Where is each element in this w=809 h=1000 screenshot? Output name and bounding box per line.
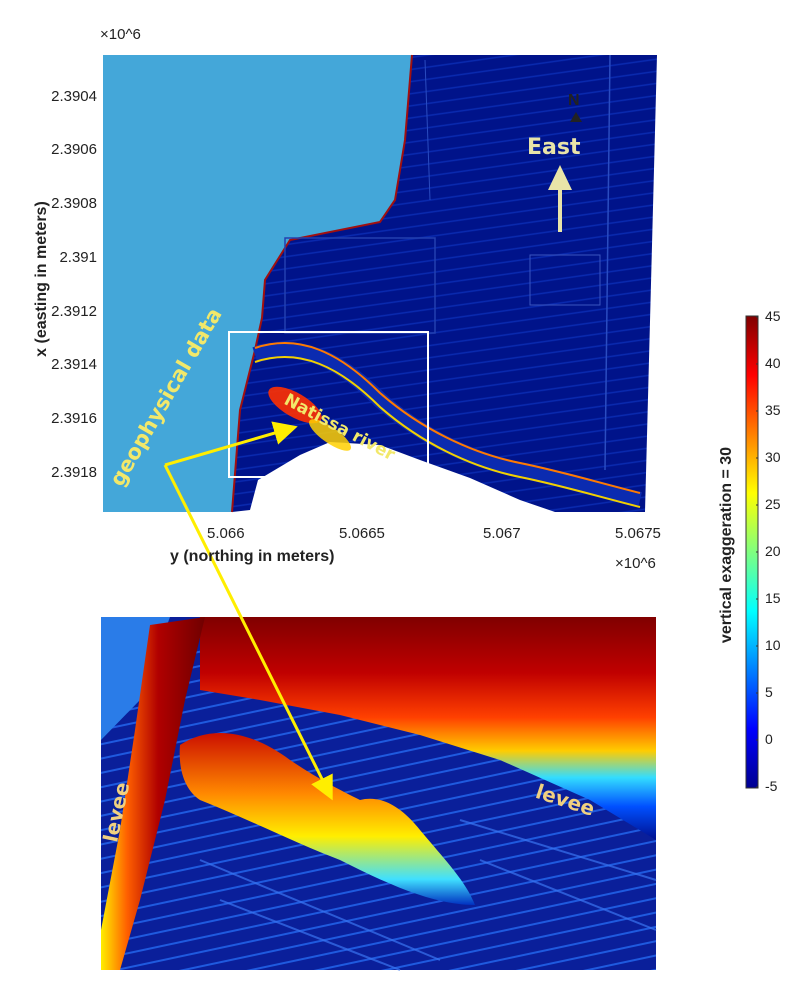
arrow-to-mound bbox=[163, 464, 333, 801]
top-map bbox=[103, 54, 657, 513]
geophysical-mound bbox=[179, 733, 475, 905]
colorbar-tick-label: 45 bbox=[765, 308, 781, 324]
colorbar-tick-label: 20 bbox=[765, 543, 781, 559]
field-road bbox=[604, 54, 611, 471]
colorbar-tick-marks bbox=[756, 316, 758, 788]
x-axis-exponent: ×10^6 bbox=[615, 555, 656, 572]
shoreline bbox=[231, 54, 413, 513]
north-arrow-icon bbox=[570, 112, 582, 122]
levee-right-surface bbox=[200, 617, 656, 840]
field-block bbox=[529, 254, 601, 306]
colorbar-tick-label: 40 bbox=[765, 355, 781, 371]
colorbar-tick-label: 0 bbox=[765, 731, 773, 747]
field-road bbox=[424, 59, 431, 201]
annotation-arrows bbox=[163, 421, 333, 801]
colorbar-tick-label: 15 bbox=[765, 590, 781, 606]
zoom-box bbox=[228, 331, 429, 478]
colorbar-tick-label: 30 bbox=[765, 449, 781, 465]
y-tick-label: 2.3914 bbox=[51, 356, 97, 373]
levee-left-surface bbox=[101, 617, 205, 970]
lagoon-water bbox=[103, 55, 412, 512]
north-label: N bbox=[568, 92, 580, 109]
y-tick-label: 2.3906 bbox=[51, 141, 97, 158]
geophysical-hotspot bbox=[268, 386, 322, 424]
x-tick-label: 5.0665 bbox=[339, 525, 385, 542]
natissa-river bbox=[252, 342, 642, 508]
y-axis-exponent: ×10^6 bbox=[100, 26, 141, 43]
perspective-view bbox=[101, 617, 657, 971]
y-tick-label: 2.3918 bbox=[51, 464, 97, 481]
colorbar-tick-label: 5 bbox=[765, 684, 773, 700]
colorbar-tick-label: -5 bbox=[765, 778, 778, 794]
land-area bbox=[232, 55, 657, 512]
y-tick-label: 2.3912 bbox=[51, 303, 97, 320]
east-label: East bbox=[527, 135, 581, 160]
colorbar-tick-label: 35 bbox=[765, 402, 781, 418]
x-tick-label: 5.066 bbox=[207, 525, 245, 542]
colorbar-tick-label: 10 bbox=[765, 637, 781, 653]
colorbar-tick-label: 25 bbox=[765, 496, 781, 512]
y-tick-label: 2.3908 bbox=[51, 195, 97, 212]
y-tick-label: 2.3904 bbox=[51, 88, 97, 105]
x-tick-label: 5.067 bbox=[483, 525, 521, 542]
y-axis-title: x (easting in meters) bbox=[33, 201, 50, 357]
y-tick-label: 2.3916 bbox=[51, 410, 97, 427]
arrow-to-hotspot bbox=[164, 421, 298, 467]
x-tick-label: 5.0675 bbox=[615, 525, 661, 542]
geophysical-hotspot bbox=[309, 419, 351, 451]
x-axis-title: y (northing in meters) bbox=[170, 548, 335, 565]
colorbar-title: vertical exaggeration = 30 bbox=[718, 446, 735, 644]
y-tick-label: 2.391 bbox=[59, 249, 97, 266]
